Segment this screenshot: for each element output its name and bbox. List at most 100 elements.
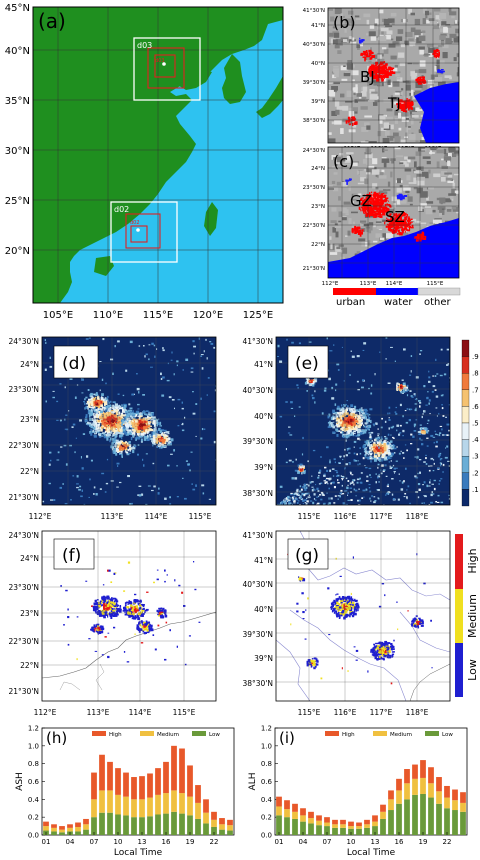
urban-cell: [406, 98, 409, 100]
urban-cell: [403, 227, 406, 230]
urban-fraction-cell: [95, 427, 97, 431]
urban-fraction-cell: [83, 503, 86, 505]
urban-fraction-cell: [152, 413, 154, 416]
terrain-texture-cell: [444, 198, 452, 203]
urban-fraction-cell: [99, 389, 101, 392]
urban-fraction-cell: [414, 398, 418, 400]
panel-a-lat-tick: 20°N: [5, 246, 30, 257]
urban-fraction-cell: [95, 423, 97, 427]
terrain-texture-cell: [408, 8, 412, 15]
urban-height-cell: [184, 663, 187, 666]
terrain-texture-cell: [335, 109, 340, 115]
urban-fraction-cell: [348, 428, 351, 432]
urban-fraction-cell: [152, 441, 154, 444]
urban-fraction-cell: [117, 340, 120, 343]
terrain-texture-cell: [368, 141, 377, 143]
terrain-texture-cell: [411, 89, 414, 96]
urban-fraction-cell: [283, 501, 286, 503]
terrain-texture-cell: [380, 27, 389, 32]
urban-fraction-cell: [388, 419, 391, 421]
urban-cell: [373, 203, 375, 207]
terrain-texture-cell: [439, 212, 442, 217]
urban-fraction-cell: [118, 415, 122, 417]
panel-a-label: (a): [38, 9, 66, 33]
urban-fraction-cell: [390, 460, 392, 462]
urban-fraction-cell: [416, 456, 419, 459]
urban-fraction-cell: [440, 464, 442, 467]
urban-fraction-cell: [374, 442, 376, 445]
terrain-texture-cell: [373, 102, 378, 106]
urban-fraction-cell: [348, 447, 351, 450]
urban-fraction-cell: [392, 436, 394, 439]
urban-fraction-cell: [160, 430, 163, 434]
terrain-texture-cell: [379, 191, 388, 194]
urban-fraction-cell: [90, 412, 94, 416]
urban-fraction-cell: [397, 498, 400, 501]
urban-fraction-cell: [93, 399, 96, 403]
urban-fraction-cell: [301, 453, 304, 456]
urban-fraction-cell: [107, 428, 110, 431]
urban-fraction-cell: [91, 406, 95, 409]
urban-fraction-cell: [108, 423, 112, 425]
urban-fraction-cell: [343, 455, 345, 458]
urban-fraction-cell: [126, 453, 130, 456]
urban-fraction-cell: [449, 434, 450, 437]
urban-fraction-cell: [394, 452, 396, 454]
urban-fraction-cell: [439, 462, 442, 464]
terrain-texture-cell: [364, 122, 370, 126]
terrain-texture-cell: [396, 36, 403, 41]
urban-height-cell: [134, 633, 136, 635]
urban-fraction-cell: [138, 426, 140, 430]
urban-fraction-cell: [294, 469, 298, 472]
urban-fraction-cell: [135, 437, 138, 439]
urban-fraction-cell: [398, 383, 400, 386]
urban-fraction-cell: [402, 452, 405, 454]
urban-fraction-cell: [443, 373, 447, 376]
urban-fraction-cell: [169, 496, 171, 499]
urban-fraction-cell: [440, 501, 444, 504]
terrain-texture-cell: [454, 190, 459, 194]
urban-fraction-cell: [111, 407, 114, 409]
terrain-texture-cell: [457, 67, 459, 74]
urban-fraction-cell: [121, 429, 124, 433]
urban-cell: [416, 233, 421, 237]
terrain-texture-cell: [335, 163, 338, 167]
urban-height-cell: [107, 655, 110, 659]
urban-fraction-cell: [97, 409, 99, 411]
panel-e-lon-tick: 116°E: [334, 512, 357, 521]
urban-cell: [386, 223, 390, 225]
urban-fraction-cell: [131, 502, 133, 505]
urban-cell: [368, 68, 371, 70]
urban-height-cell: [96, 599, 99, 601]
urban-fraction-cell: [379, 445, 382, 448]
urban-fraction-cell: [373, 501, 376, 504]
urban-cell: [382, 212, 386, 216]
terrain-texture-cell: [420, 114, 423, 117]
urban-cell: [375, 212, 378, 216]
urban-cell: [366, 194, 369, 198]
terrain-texture-cell: [415, 69, 420, 73]
urban-fraction-cell: [148, 344, 151, 346]
urban-fraction-cell: [117, 429, 120, 432]
urban-fraction-cell: [101, 393, 104, 397]
terrain-texture-cell: [398, 127, 402, 131]
urban-fraction-cell: [288, 502, 291, 505]
terrain-texture-cell: [364, 178, 369, 185]
urban-fraction-cell: [153, 419, 156, 423]
urban-height-cell: [93, 606, 95, 609]
urban-fraction-cell: [353, 422, 356, 426]
urban-fraction-cell: [305, 377, 309, 380]
urban-fraction-cell: [297, 464, 299, 467]
terrain-texture-cell: [413, 171, 422, 174]
urban-fraction-cell: [326, 446, 329, 449]
urban-fraction-cell: [387, 492, 390, 495]
terrain-texture-cell: [405, 84, 411, 91]
urban-fraction-cell: [154, 427, 157, 430]
urban-fraction-cell: [114, 411, 118, 413]
urban-fraction-cell: [119, 452, 123, 454]
urban-cell: [370, 194, 373, 197]
urban-fraction-cell: [132, 414, 134, 416]
urban-cell: [407, 217, 411, 221]
terrain-texture-cell: [434, 65, 437, 72]
urban-fraction-cell: [145, 353, 148, 356]
